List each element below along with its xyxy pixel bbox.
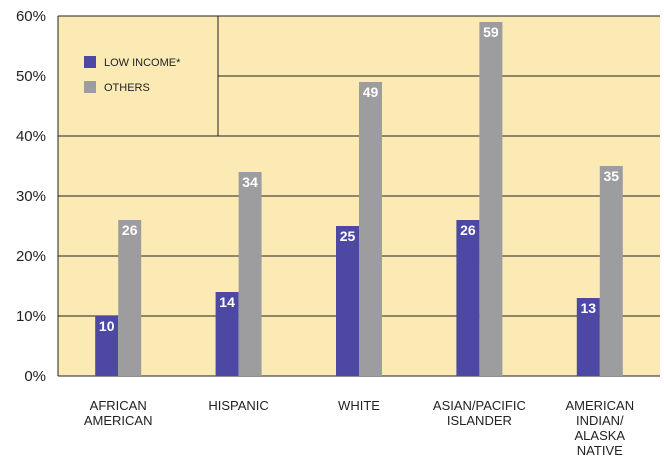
bar-others	[359, 82, 382, 376]
data-label-low-income: 13	[581, 300, 597, 316]
bar-others	[118, 220, 142, 376]
data-label-others: 34	[242, 174, 258, 190]
legend-swatch-low-income	[84, 56, 96, 68]
data-label-low-income: 26	[460, 222, 476, 238]
data-label-low-income: 14	[219, 294, 235, 310]
bar-low-income	[576, 298, 600, 376]
data-label-others: 35	[604, 168, 620, 184]
y-tick-label: 40%	[16, 128, 46, 145]
y-tick-label: 60%	[16, 8, 46, 25]
y-tick-label: 30%	[16, 188, 46, 205]
bar-low-income	[456, 220, 480, 376]
data-label-others: 49	[363, 84, 379, 100]
data-labels: 10 26 14 34 25 49 26 59 13 35	[99, 24, 619, 334]
legend-label-others: OTHERS	[104, 82, 150, 94]
bar-others	[238, 172, 262, 376]
category-label: HISPANIC	[208, 398, 268, 413]
category-label: WHITE	[338, 398, 380, 413]
bar-low-income	[336, 226, 359, 376]
y-tick-label: 0%	[24, 368, 46, 385]
y-tick-label: 50%	[16, 68, 46, 85]
category-label: ASIAN/PACIFIC ISLANDER	[433, 398, 526, 428]
data-label-others: 59	[483, 24, 499, 40]
category-label: AFRICAN AMERICAN	[84, 398, 153, 428]
legend-label-low-income: LOW INCOME*	[104, 57, 181, 69]
data-label-low-income: 10	[99, 318, 115, 334]
y-axis-ticks: 0% 10% 20% 30% 40% 50% 60%	[16, 8, 46, 385]
bar-others	[479, 22, 503, 376]
data-label-low-income: 25	[340, 228, 356, 244]
y-tick-label: 10%	[16, 308, 46, 325]
bar-low-income	[95, 316, 119, 376]
bar-low-income	[215, 292, 239, 376]
y-tick-label: 20%	[16, 248, 46, 265]
bar-others	[599, 166, 623, 376]
category-label: AMERICAN INDIAN/ALASKA NATIVE	[565, 398, 634, 458]
bars	[95, 22, 623, 376]
category-labels: AFRICAN AMERICAN HISPANIC WHITE ASIAN/PACIFI…	[84, 398, 634, 458]
data-label-others: 26	[122, 222, 138, 238]
legend-swatch-others	[84, 81, 96, 93]
legend: LOW INCOME* OTHERS	[84, 56, 181, 94]
